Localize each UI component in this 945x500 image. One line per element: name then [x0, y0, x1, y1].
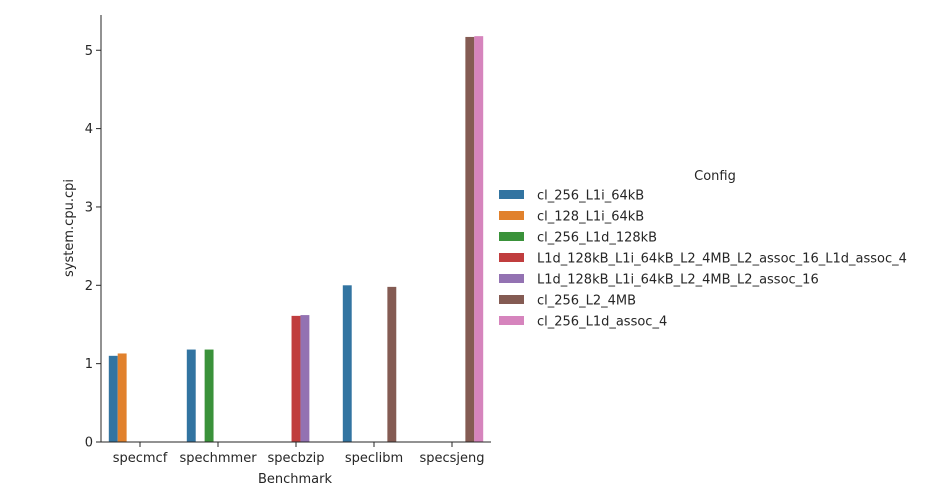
x-tick-label-specmcf: specmcf — [113, 451, 168, 466]
legend-swatch-0 — [499, 190, 524, 199]
x-axis-label: Benchmark — [258, 472, 333, 487]
x-tick-label-specsjeng: specsjeng — [419, 451, 484, 466]
legend-label-4: L1d_128kB_L1i_64kB_L2_4MB_L2_assoc_16 — [537, 273, 819, 288]
y-tick-label-1: 1 — [85, 357, 93, 372]
bar-specmcf-0 — [108, 355, 118, 442]
bar-spechmmer-2 — [204, 349, 214, 442]
legend-label-2: cl_256_L1d_128kB — [537, 231, 657, 246]
legend-label-1: cl_128_L1i_64kB — [537, 210, 644, 225]
x-tick-label-spechmmer: spechmmer — [179, 451, 257, 466]
legend-label-5: cl_256_L2_4MB — [537, 294, 636, 309]
legend-swatch-2 — [499, 232, 524, 241]
axes-group: 0 1 2 3 4 5 specmcf spechmmer specbzip speclibm sp… — [85, 15, 491, 466]
y-tick-label-0: 0 — [85, 436, 93, 451]
bars-group — [108, 36, 484, 443]
bar-specsjeng-5 — [465, 36, 475, 442]
bar-speclibm-5 — [387, 286, 397, 442]
legend-swatch-1 — [499, 211, 524, 220]
bar-spechmmer-0 — [186, 349, 196, 442]
legend: Config cl_256_L1i_64kB cl_128_L1i_64kB cl_… — [499, 169, 907, 330]
legend-title: Config — [694, 169, 736, 184]
legend-swatch-6 — [499, 316, 524, 325]
legend-label-6: cl_256_L1d_assoc_4 — [537, 315, 667, 330]
y-tick-label-3: 3 — [85, 200, 93, 215]
bar-speclibm-0 — [342, 285, 352, 442]
legend-label-3: L1d_128kB_L1i_64kB_L2_4MB_L2_assoc_16_L1… — [537, 252, 907, 267]
y-tick-label-5: 5 — [85, 44, 93, 59]
legend-swatch-5 — [499, 295, 524, 304]
x-tick-label-specbzip: specbzip — [267, 451, 324, 466]
y-axis-label: system.cpu.cpi — [62, 179, 77, 277]
bar-specbzip-3 — [291, 315, 301, 442]
x-tick-label-speclibm: speclibm — [345, 451, 403, 466]
bar-specbzip-4 — [300, 315, 310, 442]
y-tick-label-2: 2 — [85, 279, 93, 294]
legend-label-0: cl_256_L1i_64kB — [537, 189, 644, 204]
legend-swatch-3 — [499, 253, 524, 262]
bar-specsjeng-6 — [474, 36, 484, 443]
bar-specmcf-1 — [117, 353, 127, 442]
y-tick-label-4: 4 — [85, 122, 93, 137]
legend-swatch-4 — [499, 274, 524, 283]
